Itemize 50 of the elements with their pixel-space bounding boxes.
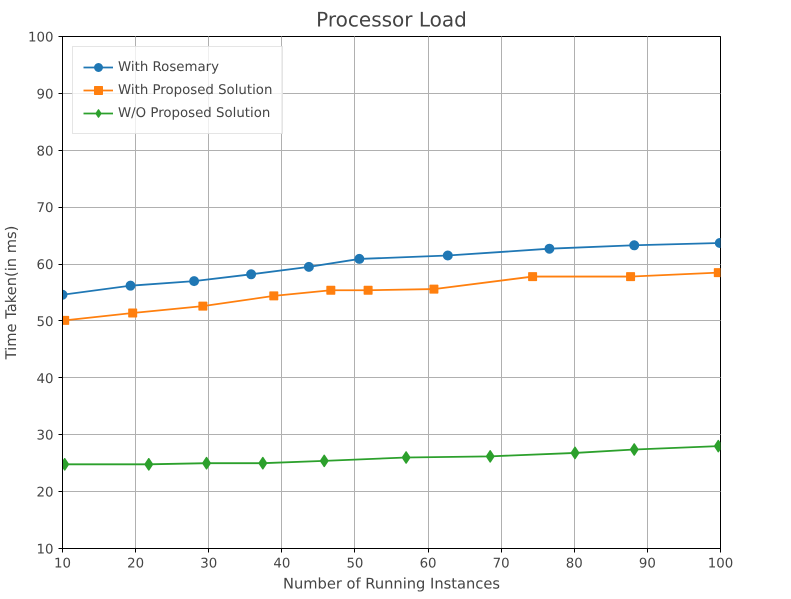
point — [544, 244, 554, 254]
y-tick-label: 50 — [36, 314, 54, 330]
legend-label: W/O Proposed Solution — [118, 106, 270, 120]
y-tick-label: 30 — [36, 428, 54, 444]
x-tick-label: 30 — [200, 556, 218, 572]
x-tick-label: 10 — [54, 556, 71, 572]
point — [269, 291, 278, 300]
x-tick-label: 40 — [273, 556, 290, 572]
y-tick-label: 60 — [36, 258, 54, 274]
point — [442, 250, 453, 261]
point — [128, 308, 138, 318]
chart-title: Processor Load — [316, 8, 467, 32]
point — [630, 443, 639, 456]
point — [125, 280, 136, 291]
point — [528, 272, 538, 282]
point — [246, 269, 256, 280]
point — [189, 276, 200, 286]
x-tick-label: 70 — [492, 556, 510, 572]
point — [304, 262, 314, 272]
y-tick-label: 40 — [36, 372, 54, 387]
point — [202, 456, 212, 470]
point — [320, 454, 329, 468]
point — [429, 284, 438, 294]
point — [326, 286, 336, 295]
x-axis-title: Number of Running Instances — [282, 576, 500, 592]
y-tick-label: 20 — [36, 486, 54, 501]
x-tick-label: 100 — [708, 556, 734, 572]
y-tick-label: 90 — [36, 87, 54, 102]
point — [364, 286, 373, 295]
y-axis-title: Time Taken(in ms) — [3, 226, 20, 360]
point — [626, 272, 636, 282]
legend-label: With Proposed Solution — [118, 82, 272, 98]
x-tick-label: 50 — [346, 556, 364, 572]
legend-label: With Rosemary — [118, 60, 219, 74]
y-tick-label: 10 — [36, 542, 54, 558]
point — [258, 456, 268, 470]
point — [144, 458, 154, 471]
x-tick-label: 80 — [566, 556, 583, 572]
point — [629, 240, 640, 250]
x-tick-label: 20 — [127, 556, 144, 572]
point — [570, 446, 580, 460]
x-tick-label: 60 — [420, 556, 437, 572]
point — [486, 450, 495, 463]
y-tick-label: 70 — [36, 201, 54, 216]
x-tick-label: 90 — [638, 556, 656, 572]
y-tick-label: 80 — [36, 144, 54, 160]
point — [198, 302, 208, 311]
point — [354, 254, 364, 264]
point — [402, 450, 411, 464]
y-tick-label: 100 — [28, 30, 54, 46]
